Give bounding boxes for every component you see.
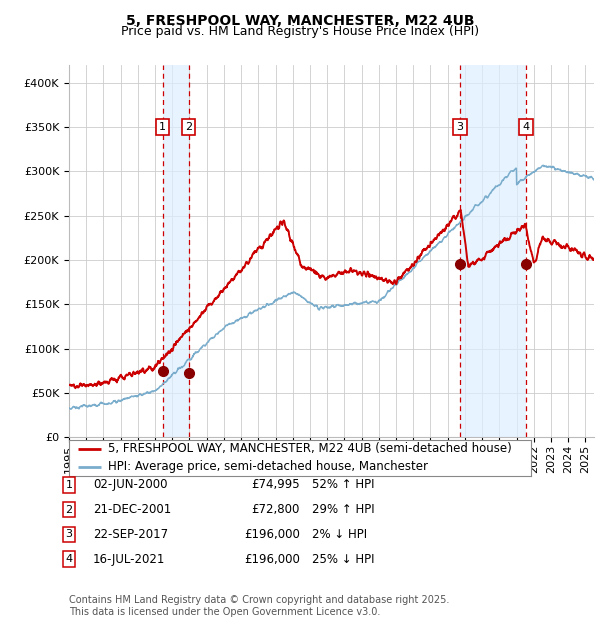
Text: 4: 4 [522, 122, 529, 132]
Text: 3: 3 [457, 122, 464, 132]
Bar [460, 65, 526, 437]
Text: 52% ↑ HPI: 52% ↑ HPI [312, 479, 374, 491]
Text: 1: 1 [159, 122, 166, 132]
Text: 4: 4 [65, 554, 73, 564]
Text: 29% ↑ HPI: 29% ↑ HPI [312, 503, 374, 516]
Text: £196,000: £196,000 [244, 528, 300, 541]
Text: 3: 3 [65, 529, 73, 539]
Text: Contains HM Land Registry data © Crown copyright and database right 2025.
This d: Contains HM Land Registry data © Crown c… [69, 595, 449, 617]
Text: £196,000: £196,000 [244, 553, 300, 565]
Text: 25% ↓ HPI: 25% ↓ HPI [312, 553, 374, 565]
Text: 16-JUL-2021: 16-JUL-2021 [93, 553, 166, 565]
Text: 5, FRESHPOOL WAY, MANCHESTER, M22 4UB: 5, FRESHPOOL WAY, MANCHESTER, M22 4UB [126, 14, 474, 28]
Text: 2% ↓ HPI: 2% ↓ HPI [312, 528, 367, 541]
Text: Price paid vs. HM Land Registry's House Price Index (HPI): Price paid vs. HM Land Registry's House … [121, 25, 479, 38]
Text: £72,800: £72,800 [251, 503, 300, 516]
Text: £74,995: £74,995 [251, 479, 300, 491]
Text: 1: 1 [65, 480, 73, 490]
Text: 21-DEC-2001: 21-DEC-2001 [93, 503, 171, 516]
Text: 22-SEP-2017: 22-SEP-2017 [93, 528, 168, 541]
Text: 5, FRESHPOOL WAY, MANCHESTER, M22 4UB (semi-detached house): 5, FRESHPOOL WAY, MANCHESTER, M22 4UB (s… [108, 442, 512, 455]
Text: 02-JUN-2000: 02-JUN-2000 [93, 479, 167, 491]
Bar [163, 65, 189, 437]
Text: HPI: Average price, semi-detached house, Manchester: HPI: Average price, semi-detached house,… [108, 460, 428, 473]
Text: 2: 2 [65, 505, 73, 515]
Text: 2: 2 [185, 122, 193, 132]
